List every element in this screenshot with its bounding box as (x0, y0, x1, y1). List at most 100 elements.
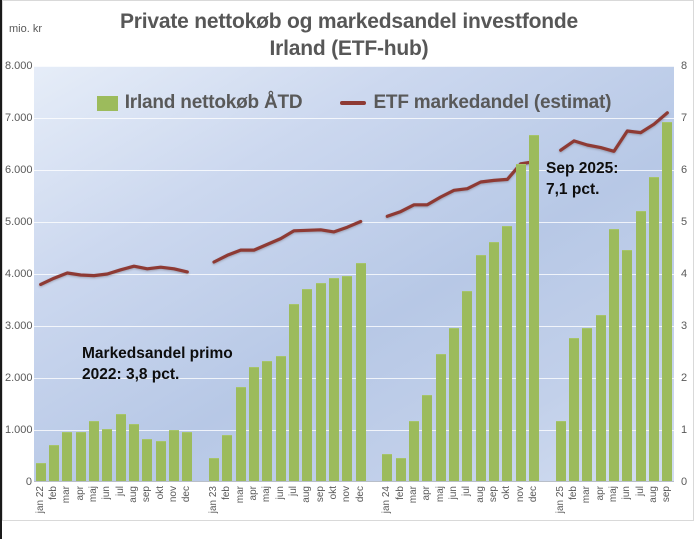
bar-aug-31[interactable] (475, 254, 486, 481)
x-axis-tick-jun-29: jun (448, 486, 459, 500)
x-axis-tick-okt-21: okt (328, 486, 339, 500)
x-axis-tick-jan-25-36: jan 25 (554, 486, 566, 514)
x-axis-tick-mar-2: mar (61, 486, 73, 504)
bar-apr-39[interactable] (595, 314, 606, 481)
bar-aug-19[interactable] (302, 288, 313, 481)
bar-nov-34[interactable] (515, 163, 526, 481)
bar-dec-35[interactable] (529, 135, 539, 481)
right-axis-tick-6: 6 (681, 164, 688, 176)
right-axis-tick-5: 5 (681, 216, 688, 228)
bar-jul-30[interactable] (462, 291, 473, 481)
x-axis-tick-jun-17: jun (274, 486, 286, 500)
bar-feb-25[interactable] (395, 457, 406, 481)
bar-mar-26[interactable] (409, 421, 419, 481)
x-axis-tick-labels: jan 22 feb mar apr maj jun jul aug sep okt nov dec j… (34, 486, 674, 524)
bar-sep-8[interactable] (142, 439, 153, 481)
bar-jan-25-36[interactable] (555, 421, 566, 481)
x-axis-tick-maj-16: maj (261, 486, 273, 503)
bar-mar-2[interactable] (62, 431, 73, 481)
line-series-segment[interactable] (212, 219, 363, 264)
bar-aug-7[interactable] (129, 423, 139, 481)
line-series-segment[interactable] (39, 264, 189, 286)
bar-feb-37[interactable] (569, 338, 579, 481)
legend-item-line[interactable]: ETF markedandel (estimat) (340, 92, 611, 114)
gridline (34, 430, 674, 431)
bar-mar-14[interactable] (235, 387, 246, 481)
x-axis-line (34, 481, 674, 482)
bar-sep-20[interactable] (315, 283, 326, 481)
x-axis-tick-jul-18: jul (288, 486, 299, 497)
bar-maj-40[interactable] (609, 228, 619, 481)
bar-jul-18[interactable] (289, 304, 299, 481)
bar-dec-23[interactable] (355, 262, 366, 481)
bar-maj-28[interactable] (435, 353, 446, 481)
bar-maj-16[interactable] (262, 361, 273, 481)
right-axis-tick-3: 3 (681, 320, 688, 332)
bar-jan-22-0[interactable] (35, 462, 46, 481)
bar-jun-41[interactable] (622, 249, 633, 481)
x-axis-tick-aug-19: aug (301, 486, 313, 503)
chart-title-line-2: Irland (ETF-hub) (269, 37, 429, 60)
gridline (34, 118, 674, 119)
bar-jan-24-24[interactable] (382, 453, 393, 481)
legend-line-label: ETF markedandel (estimat) (373, 92, 612, 113)
x-axis-tick-apr-15: apr (248, 486, 259, 501)
bar-feb-1[interactable] (49, 444, 59, 481)
left-axis-tick-5.000: 5.000 (5, 216, 33, 228)
x-axis-tick-sep-20: sep (314, 486, 326, 503)
left-axis-tick-3.000: 3.000 (5, 320, 33, 332)
bar-jan-23-12[interactable] (209, 457, 219, 481)
bar-jun-29[interactable] (449, 327, 459, 481)
bar-dec-11[interactable] (182, 432, 193, 481)
gridline (34, 274, 674, 275)
left-axis-tick-0: 0 (25, 476, 32, 488)
x-axis-tick-mar-14: mar (234, 486, 246, 504)
bar-sep-44[interactable] (662, 122, 673, 481)
left-axis-tick-2.000: 2.000 (5, 372, 33, 384)
x-axis-tick-aug-7: aug (128, 486, 139, 503)
legend-bar-label: Irland nettokøb ÅTD (124, 92, 303, 113)
spreadsheet-left-border (0, 0, 2, 539)
legend-item-bars[interactable]: Irland nettokøb ÅTD (96, 92, 303, 114)
gridline (34, 170, 674, 171)
line-series-segment[interactable] (385, 160, 536, 218)
bar-jul-42[interactable] (635, 210, 646, 481)
bar-mar-38[interactable] (582, 327, 593, 481)
left-axis-tick-6.000: 6.000 (5, 164, 33, 176)
x-axis-tick-feb-1: feb (48, 486, 59, 500)
bar-okt-9[interactable] (155, 441, 166, 481)
bar-apr-3[interactable] (75, 431, 86, 481)
x-axis-tick-sep-8: sep (141, 486, 153, 503)
bar-nov-22[interactable] (342, 275, 353, 481)
x-axis-tick-jun-5: jun (101, 486, 113, 500)
left-axis-tick-7.000: 7.000 (5, 112, 33, 124)
gridline (34, 222, 674, 223)
x-axis-tick-apr-39: apr (594, 486, 606, 501)
x-axis-tick-dec-23: dec (354, 486, 366, 503)
bar-jul-6[interactable] (115, 414, 126, 481)
right-axis-tick-4: 4 (681, 268, 688, 280)
x-axis-tick-sep-44: sep (661, 486, 673, 503)
line-series-layer (39, 111, 669, 286)
x-axis-tick-mar-38: mar (581, 486, 593, 504)
bar-apr-15[interactable] (249, 366, 259, 481)
gridline (34, 326, 674, 327)
bar-aug-43[interactable] (649, 176, 659, 481)
x-axis-tick-mar-26: mar (408, 486, 419, 504)
chart-frame: Private nettokøb og markedsandel investf… (2, 0, 694, 521)
line-series-segment[interactable] (559, 111, 669, 153)
legend-bar-swatch-icon (96, 95, 118, 111)
bar-okt-33[interactable] (502, 226, 513, 481)
bar-feb-13[interactable] (222, 435, 233, 481)
bar-maj-4[interactable] (89, 421, 99, 481)
right-axis-tick-1: 1 (681, 424, 688, 436)
bar-sep-32[interactable] (489, 241, 499, 481)
bar-okt-21[interactable] (329, 278, 339, 481)
bar-jun-5[interactable] (102, 429, 113, 481)
x-axis-tick-jan-23-12: jan 23 (208, 486, 219, 514)
bar-jun-17[interactable] (275, 356, 286, 481)
bar-apr-27[interactable] (422, 395, 433, 481)
x-axis-tick-sep-32: sep (488, 486, 499, 503)
x-axis-tick-feb-13: feb (221, 486, 233, 500)
bar-nov-10[interactable] (169, 430, 179, 481)
